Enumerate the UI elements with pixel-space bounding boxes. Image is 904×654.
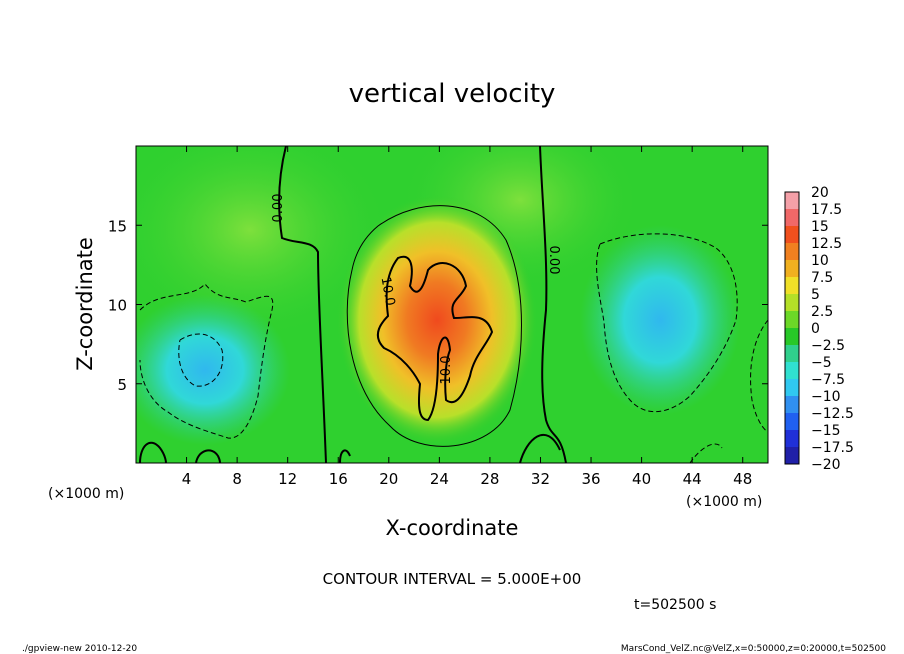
colorbar-label: 15 bbox=[811, 219, 829, 235]
contour-five bbox=[346, 205, 522, 447]
x-tick-label: 44 bbox=[683, 470, 702, 488]
colorbar-label: 0 bbox=[811, 321, 820, 337]
x-tick-label: 32 bbox=[531, 470, 550, 488]
y-axis: 5 10 15 bbox=[108, 217, 768, 394]
colorbar-label: −20 bbox=[811, 457, 841, 473]
colorbar-swatch bbox=[785, 192, 799, 209]
footer-left: ./gpview-new 2010-12-20 bbox=[22, 644, 137, 654]
colorbar-swatch bbox=[785, 294, 799, 311]
colorbar: 2017.51512.5107.552.50−2.5−5−7.5−10−12.5… bbox=[784, 185, 854, 473]
contour-zero-right bbox=[539, 146, 567, 463]
colorbar-swatch bbox=[785, 311, 799, 328]
chart-title: vertical velocity bbox=[349, 79, 556, 109]
colorbar-label: −7.5 bbox=[811, 372, 845, 388]
x-tick-label: 8 bbox=[232, 470, 242, 488]
x-tick-label: 28 bbox=[480, 470, 499, 488]
colorbar-label: 5 bbox=[811, 287, 820, 303]
x-tick-label: 48 bbox=[733, 470, 752, 488]
x-tick-label: 24 bbox=[430, 470, 449, 488]
contour-label: 10.0 bbox=[439, 356, 454, 385]
colorbar-swatch bbox=[785, 209, 799, 226]
contour-bottom-mid bbox=[339, 433, 561, 463]
x-tick-label: 12 bbox=[278, 470, 297, 488]
colorbar-label: −12.5 bbox=[811, 406, 854, 422]
colorbar-swatch bbox=[785, 260, 799, 277]
x-tick-label: 16 bbox=[329, 470, 348, 488]
colorbar-label: 17.5 bbox=[811, 202, 842, 218]
contour-neg-right-edge bbox=[750, 319, 768, 433]
contour-zero-left bbox=[278, 146, 327, 463]
x-tick-label: 4 bbox=[182, 470, 192, 488]
colorbar-label: −2.5 bbox=[811, 338, 845, 354]
contour-label: 0.00 bbox=[546, 246, 561, 275]
colorbar-swatch bbox=[785, 379, 799, 396]
colorbar-label: 10 bbox=[811, 253, 829, 269]
colorbar-label: −10 bbox=[811, 389, 841, 405]
colorbar-label: 2.5 bbox=[811, 304, 833, 320]
colorbar-label: 12.5 bbox=[811, 236, 842, 252]
colorbar-label: −17.5 bbox=[811, 440, 854, 456]
x-unit-left: (×1000 m) bbox=[48, 486, 124, 502]
contour-label: 10.0 bbox=[378, 276, 398, 307]
x-tick-label: 40 bbox=[632, 470, 651, 488]
colorbar-swatch bbox=[785, 413, 799, 430]
colorbar-frame bbox=[784, 191, 800, 465]
y-tick-label: 5 bbox=[117, 376, 127, 394]
contour-bottom-right bbox=[689, 443, 723, 463]
y-tick-label: 10 bbox=[108, 297, 127, 315]
colorbar-swatch bbox=[785, 243, 799, 260]
x-axis-label: X-coordinate bbox=[386, 516, 519, 540]
x-axis: 4 8 12 16 20 24 28 32 36 40 44 48 bbox=[182, 146, 752, 488]
colorbar-swatch bbox=[785, 328, 799, 345]
contour-neg-left-inner bbox=[178, 333, 224, 387]
footer-right: MarsCond_VelZ.nc@VelZ,x=0:50000,z=0:2000… bbox=[621, 644, 886, 654]
colorbar-swatch bbox=[785, 396, 799, 413]
contour-interval-text: CONTOUR INTERVAL = 5.000E+00 bbox=[323, 570, 582, 588]
colorbar-swatch bbox=[785, 277, 799, 294]
colorbar-swatch bbox=[785, 447, 799, 464]
updraft-core bbox=[337, 195, 537, 445]
time-text: t=502500 s bbox=[634, 597, 716, 613]
colorbar-label: −15 bbox=[811, 423, 841, 439]
colorbar-swatch bbox=[785, 430, 799, 447]
colorbar-label: 7.5 bbox=[811, 270, 833, 286]
contour-bottom-left bbox=[139, 441, 221, 463]
colorbar-swatch bbox=[785, 362, 799, 379]
colorbar-swatch bbox=[785, 345, 799, 362]
contour-label: 0.00 bbox=[271, 194, 286, 223]
downdraft-left bbox=[136, 295, 290, 445]
y-axis-label: Z-coordinate bbox=[73, 237, 97, 371]
x-tick-label: 36 bbox=[581, 470, 600, 488]
contour-neg-left bbox=[139, 283, 274, 439]
y-tick-label: 15 bbox=[108, 217, 127, 235]
colorbar-label: 20 bbox=[811, 185, 829, 201]
x-unit-right: (×1000 m) bbox=[686, 494, 762, 510]
x-tick-label: 20 bbox=[379, 470, 398, 488]
contour-ten bbox=[376, 255, 494, 422]
plot-area: 0.00 0.00 10.0 10.0 bbox=[136, 146, 768, 463]
downdraft-right bbox=[580, 225, 740, 415]
colorbar-label: −5 bbox=[811, 355, 832, 371]
colorbar-swatch bbox=[785, 226, 799, 243]
field-light-left bbox=[136, 146, 390, 340]
